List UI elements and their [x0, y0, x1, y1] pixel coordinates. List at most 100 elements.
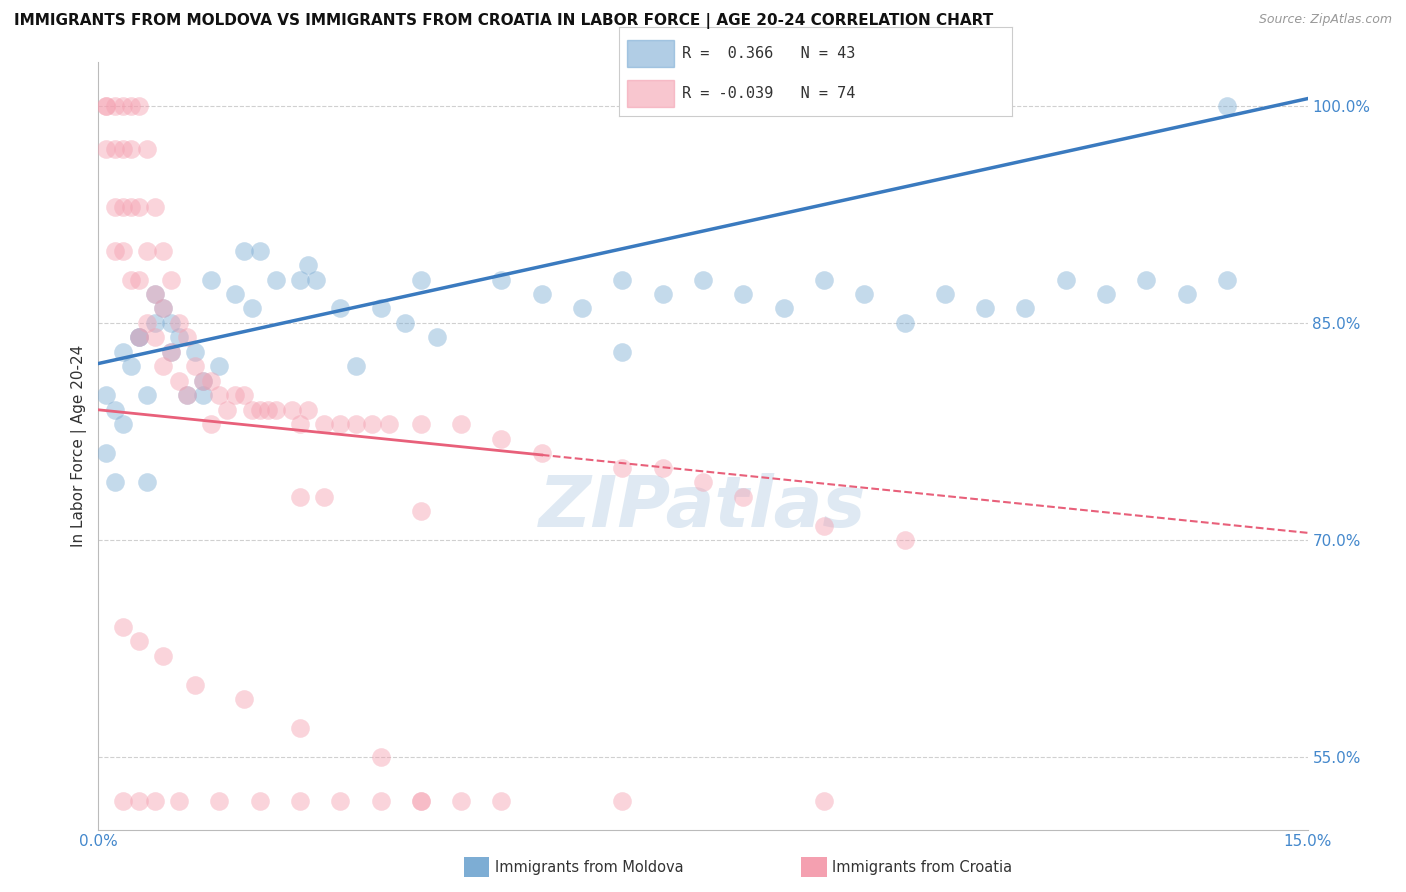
Point [692, 475, 714, 490]
Point [176, 388, 198, 402]
Point [281, 402, 304, 417]
Point [128, 99, 150, 113]
Point [103, 244, 125, 258]
Point [96, 99, 118, 113]
Point [120, 200, 142, 214]
Point [143, 200, 166, 214]
Point [1175, 287, 1198, 301]
Point [264, 272, 287, 286]
Point [305, 272, 328, 286]
Point [813, 272, 835, 286]
Point [288, 272, 311, 286]
Point [208, 359, 231, 374]
Point [813, 794, 835, 808]
Point [184, 678, 207, 692]
Text: IMMIGRANTS FROM MOLDOVA VS IMMIGRANTS FROM CROATIA IN LABOR FORCE | AGE 20-24 CO: IMMIGRANTS FROM MOLDOVA VS IMMIGRANTS FR… [14, 13, 993, 29]
Point [733, 490, 755, 504]
Point [200, 417, 222, 432]
Point [612, 794, 634, 808]
Point [135, 388, 157, 402]
Point [176, 388, 198, 402]
Bar [627, 80, 673, 107]
Point [103, 200, 125, 214]
Point [200, 374, 222, 388]
Point [409, 417, 432, 432]
Point [377, 417, 399, 432]
Point [135, 316, 157, 330]
Point [167, 316, 190, 330]
Point [297, 402, 319, 417]
Point [240, 402, 263, 417]
Point [143, 794, 166, 808]
Point [120, 359, 142, 374]
Text: R = -0.039   N = 74: R = -0.039 N = 74 [682, 87, 855, 101]
Point [128, 330, 150, 344]
Point [1216, 99, 1239, 113]
Point [297, 258, 319, 272]
Point [409, 794, 432, 808]
Point [530, 446, 553, 460]
Point [111, 794, 134, 808]
Point [651, 287, 673, 301]
Point [1054, 272, 1077, 286]
Point [1216, 272, 1239, 286]
Point [288, 490, 311, 504]
Point [394, 316, 416, 330]
Point [111, 200, 134, 214]
Point [733, 287, 755, 301]
Point [1135, 272, 1157, 286]
Point [135, 244, 157, 258]
Point [193, 388, 215, 402]
Point [128, 330, 150, 344]
Point [224, 388, 246, 402]
Point [128, 634, 150, 648]
Point [329, 794, 352, 808]
Point [1095, 287, 1118, 301]
Point [491, 794, 513, 808]
Text: R =  0.366   N = 43: R = 0.366 N = 43 [682, 46, 855, 61]
Point [167, 374, 190, 388]
Point [96, 142, 118, 156]
Point [96, 446, 118, 460]
Point [152, 359, 174, 374]
Point [974, 301, 997, 316]
Point [200, 272, 222, 286]
Point [167, 794, 190, 808]
Point [491, 272, 513, 286]
Point [103, 402, 125, 417]
Point [111, 417, 134, 432]
Point [612, 272, 634, 286]
Point [160, 316, 183, 330]
Point [426, 330, 449, 344]
Point [491, 432, 513, 446]
Point [193, 374, 215, 388]
Point [370, 794, 392, 808]
Point [344, 417, 367, 432]
Point [370, 750, 392, 764]
Point [96, 388, 118, 402]
Point [314, 417, 336, 432]
Point [167, 330, 190, 344]
Point [143, 330, 166, 344]
Point [193, 374, 215, 388]
Point [120, 99, 142, 113]
Point [143, 287, 166, 301]
Point [135, 475, 157, 490]
Point [329, 301, 352, 316]
Point [813, 518, 835, 533]
Point [288, 721, 311, 735]
Point [288, 794, 311, 808]
Point [232, 244, 254, 258]
Point [176, 330, 198, 344]
Point [184, 359, 207, 374]
Text: ZIPatlas: ZIPatlas [540, 473, 866, 541]
Point [143, 316, 166, 330]
Point [120, 272, 142, 286]
Point [160, 345, 183, 359]
Point [288, 417, 311, 432]
Point [450, 417, 472, 432]
Point [893, 533, 915, 547]
Point [409, 504, 432, 518]
Point [1014, 301, 1036, 316]
Point [240, 301, 263, 316]
